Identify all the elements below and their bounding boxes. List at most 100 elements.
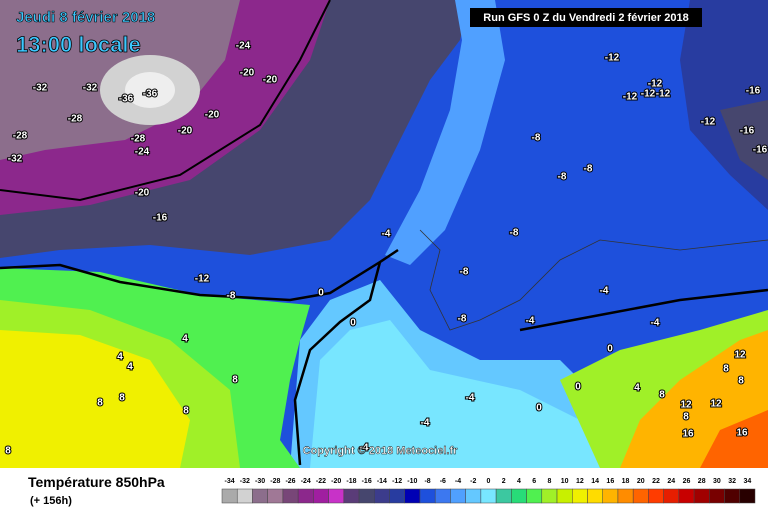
scale-swatch: [526, 488, 543, 504]
scale-label: 16: [606, 478, 614, 485]
contour-label: -8: [510, 228, 519, 239]
scale-label: -22: [316, 478, 326, 485]
scale-swatch: [297, 488, 314, 504]
scale-swatch: [556, 488, 573, 504]
contour-label: 4: [127, 362, 133, 373]
contour-label: 12: [710, 399, 722, 410]
scale-label: -12: [392, 478, 402, 485]
scale-swatch: [419, 488, 436, 504]
contour-label: -12: [623, 92, 638, 103]
contour-label: 12: [734, 350, 746, 361]
scale-label: -34: [225, 478, 235, 485]
contour-label: -12: [605, 53, 620, 64]
contour-label: 16: [682, 429, 694, 440]
contour-label: -20: [135, 188, 150, 199]
scale-label: -6: [440, 478, 446, 485]
contour-label: -28: [68, 114, 83, 125]
scale-label: 8: [547, 478, 551, 485]
contour-label: -8: [558, 172, 567, 183]
contour-label: -8: [227, 291, 236, 302]
scale-label: 20: [637, 478, 645, 485]
contour-label: 0: [607, 344, 613, 355]
contour-label: -12: [641, 89, 656, 100]
scale-swatch: [602, 488, 619, 504]
scale-label: -32: [240, 478, 250, 485]
contour-label: -16: [753, 145, 768, 156]
contour-label: 8: [97, 398, 103, 409]
contour-label: -4: [382, 229, 391, 240]
scale-label: 28: [698, 478, 706, 485]
contour-label: 12: [680, 400, 692, 411]
contour-label: -4: [421, 418, 430, 429]
scale-label: 0: [487, 478, 491, 485]
contour-label: 4: [117, 352, 123, 363]
run-box: [470, 8, 702, 27]
contour-label: 8: [659, 390, 665, 401]
scale-label: -28: [270, 478, 280, 485]
scale-label: -8: [424, 478, 430, 485]
scale-swatch: [617, 488, 634, 504]
scale-swatch: [648, 488, 664, 504]
scale-swatch: [632, 488, 649, 504]
scale-swatch: [282, 488, 299, 504]
contour-label: -20: [178, 126, 193, 137]
scale-swatch: [572, 488, 588, 504]
run-info: Run GFS 0 Z du Vendredi 2 février 2018: [483, 12, 688, 24]
contour-label: -20: [263, 75, 278, 86]
contour-label: -28: [131, 134, 146, 145]
contour-label: -8: [460, 267, 469, 278]
scale-swatch: [693, 488, 710, 504]
contour-label: -16: [153, 213, 168, 224]
scale-label: 14: [591, 478, 599, 485]
scale-swatch: [328, 488, 345, 504]
scale-swatch: [541, 488, 558, 504]
contour-label: 0: [318, 288, 324, 299]
scale-label: 2: [502, 478, 506, 485]
scale-swatch: [434, 488, 451, 504]
scale-label: -20: [331, 478, 341, 485]
scale-label: 6: [532, 478, 536, 485]
scale-label: -24: [301, 478, 311, 485]
scale-swatch: [450, 488, 466, 504]
contour-label: -8: [584, 164, 593, 175]
contour-label: -4: [651, 318, 660, 329]
map-background: [0, 0, 768, 468]
contour-label: -12: [701, 117, 716, 128]
scale-label: -4: [455, 478, 461, 485]
scale-swatch: [267, 488, 284, 504]
scale-label: -30: [255, 478, 265, 485]
scale-swatch: [343, 488, 360, 504]
scale-swatch: [374, 488, 390, 504]
scale-label: 34: [743, 478, 751, 485]
scale-label: 24: [667, 478, 675, 485]
contour-label: -28: [13, 131, 28, 142]
contour-label: 0: [350, 318, 356, 329]
contour-label: -24: [135, 147, 150, 158]
scale-label: -10: [407, 478, 417, 485]
legend-lead: (+ 156h): [30, 495, 72, 507]
contour-label: 8: [683, 412, 689, 423]
scale-label: -14: [377, 478, 387, 485]
scale-swatch: [480, 488, 497, 504]
contour-label: -16: [740, 126, 755, 137]
scale-swatch: [236, 488, 253, 504]
contour-label: 8: [119, 393, 125, 404]
contour-label: -4: [600, 286, 609, 297]
scale-label: 26: [683, 478, 691, 485]
contour-label: -36: [143, 89, 158, 100]
contour-label: -12: [648, 79, 663, 90]
contour-label: 4: [634, 383, 640, 394]
scale-label: 10: [561, 478, 569, 485]
contour-label: 0: [575, 382, 581, 393]
legend-title: Température 850hPa: [28, 474, 165, 490]
scale-swatch: [678, 488, 695, 504]
color-scale: -34 -32 -30 -28 -26 -24 -22 -20 -18 -16 -14 -12 -10-…: [221, 478, 756, 504]
contour-label: 8: [232, 375, 238, 386]
contour-label: -32: [83, 83, 98, 94]
scale-swatch: [495, 488, 512, 504]
contour-label: -20: [240, 68, 255, 79]
contour-label: -32: [8, 154, 23, 165]
scale-label: 4: [517, 478, 521, 485]
forecast-time: 13:00 locale: [16, 32, 141, 57]
